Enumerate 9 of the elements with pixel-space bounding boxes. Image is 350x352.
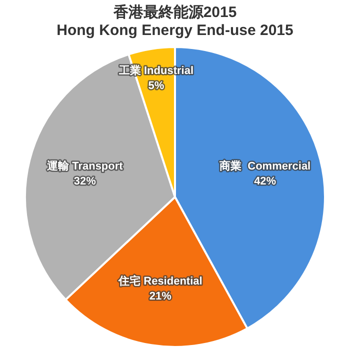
data-label: 21% — [149, 290, 172, 302]
slice-label: 商業 Commercial — [218, 159, 311, 172]
data-label: 5% — [148, 80, 164, 92]
chart-subtitle: Hong Kong Energy End-use 2015 — [56, 22, 294, 40]
slice-label: 運輸 Transport — [46, 159, 124, 172]
data-label: 42% — [254, 175, 276, 188]
slice-label: 住宅 Residential — [118, 274, 202, 288]
data-label: 32% — [74, 175, 96, 188]
chart-title: 香港最終能源2015 — [112, 4, 237, 22]
